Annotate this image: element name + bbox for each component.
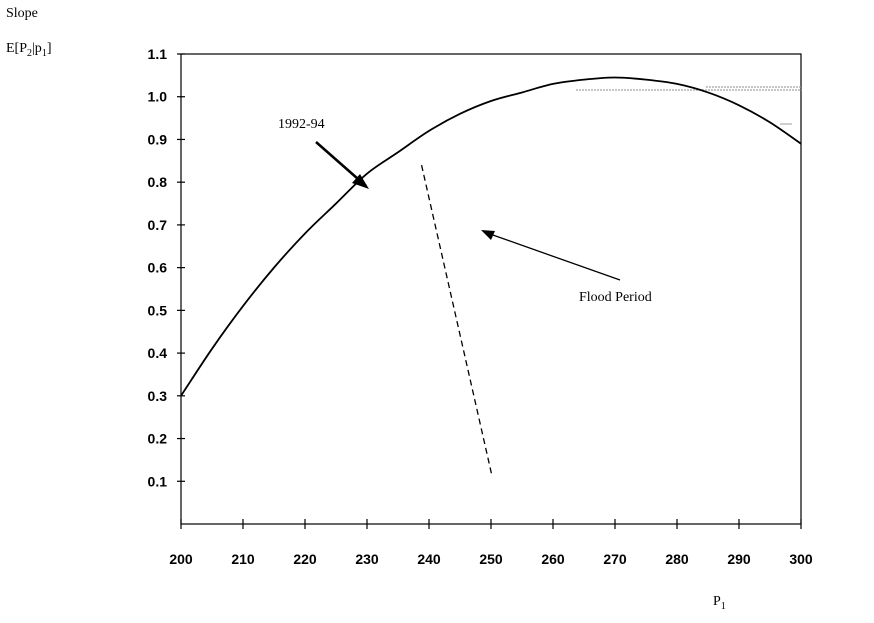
y-tick-label: 0.4	[148, 345, 168, 361]
y-tick-label: 0.8	[148, 174, 168, 190]
y-tick-label: 0.6	[148, 260, 168, 276]
y-tick-label: 0.3	[148, 388, 168, 404]
y-tick-label: 0.1	[148, 473, 168, 489]
y-axis-label-line1: Slope	[6, 6, 38, 21]
x-tick-label: 230	[355, 551, 379, 567]
x-tick-label: 210	[231, 551, 255, 567]
y-axis-ticks: 0.1 0.2 0.3 0.4 0.5 0.6 0.7 0.8 0.9 1.0 1.1	[148, 46, 185, 489]
faint-marks	[576, 86, 802, 125]
x-tick-label: 260	[541, 551, 565, 567]
annotation-1992-94-arrowhead	[352, 174, 369, 189]
series-line-flood-period	[420, 164, 493, 478]
annotation-flood-period-arrowhead	[481, 230, 495, 240]
x-tick-label: 200	[169, 551, 193, 567]
x-axis-ticks: 200 210 220 230 240 250 260 270 280 290 300	[169, 519, 813, 567]
y-tick-label: 1.0	[148, 89, 168, 105]
y-tick-label: 0.5	[148, 302, 168, 318]
x-tick-label: 220	[293, 551, 317, 567]
x-tick-label: 250	[479, 551, 503, 567]
x-tick-label: 270	[603, 551, 627, 567]
y-tick-label: 1.1	[148, 46, 168, 62]
y-axis-label-line2: E[P2|p1]	[6, 41, 51, 59]
series-layer	[180, 76, 802, 478]
annotation-flood-period-arrow	[489, 233, 621, 281]
x-tick-label: 240	[417, 551, 441, 567]
plot-area-frame	[180, 53, 802, 525]
x-axis-label: P1	[713, 594, 726, 612]
x-tick-label: 280	[665, 551, 689, 567]
x-tick-label: 300	[789, 551, 813, 567]
y-tick-label: 0.2	[148, 431, 168, 447]
y-tick-label: 0.7	[148, 217, 168, 233]
annotation-flood-period-label: Flood Period	[579, 290, 652, 305]
x-tick-label: 290	[727, 551, 751, 567]
y-tick-label: 0.9	[148, 131, 168, 147]
series-line-1992-94	[180, 76, 802, 397]
annotation-1992-94-label: 1992-94	[278, 117, 325, 132]
